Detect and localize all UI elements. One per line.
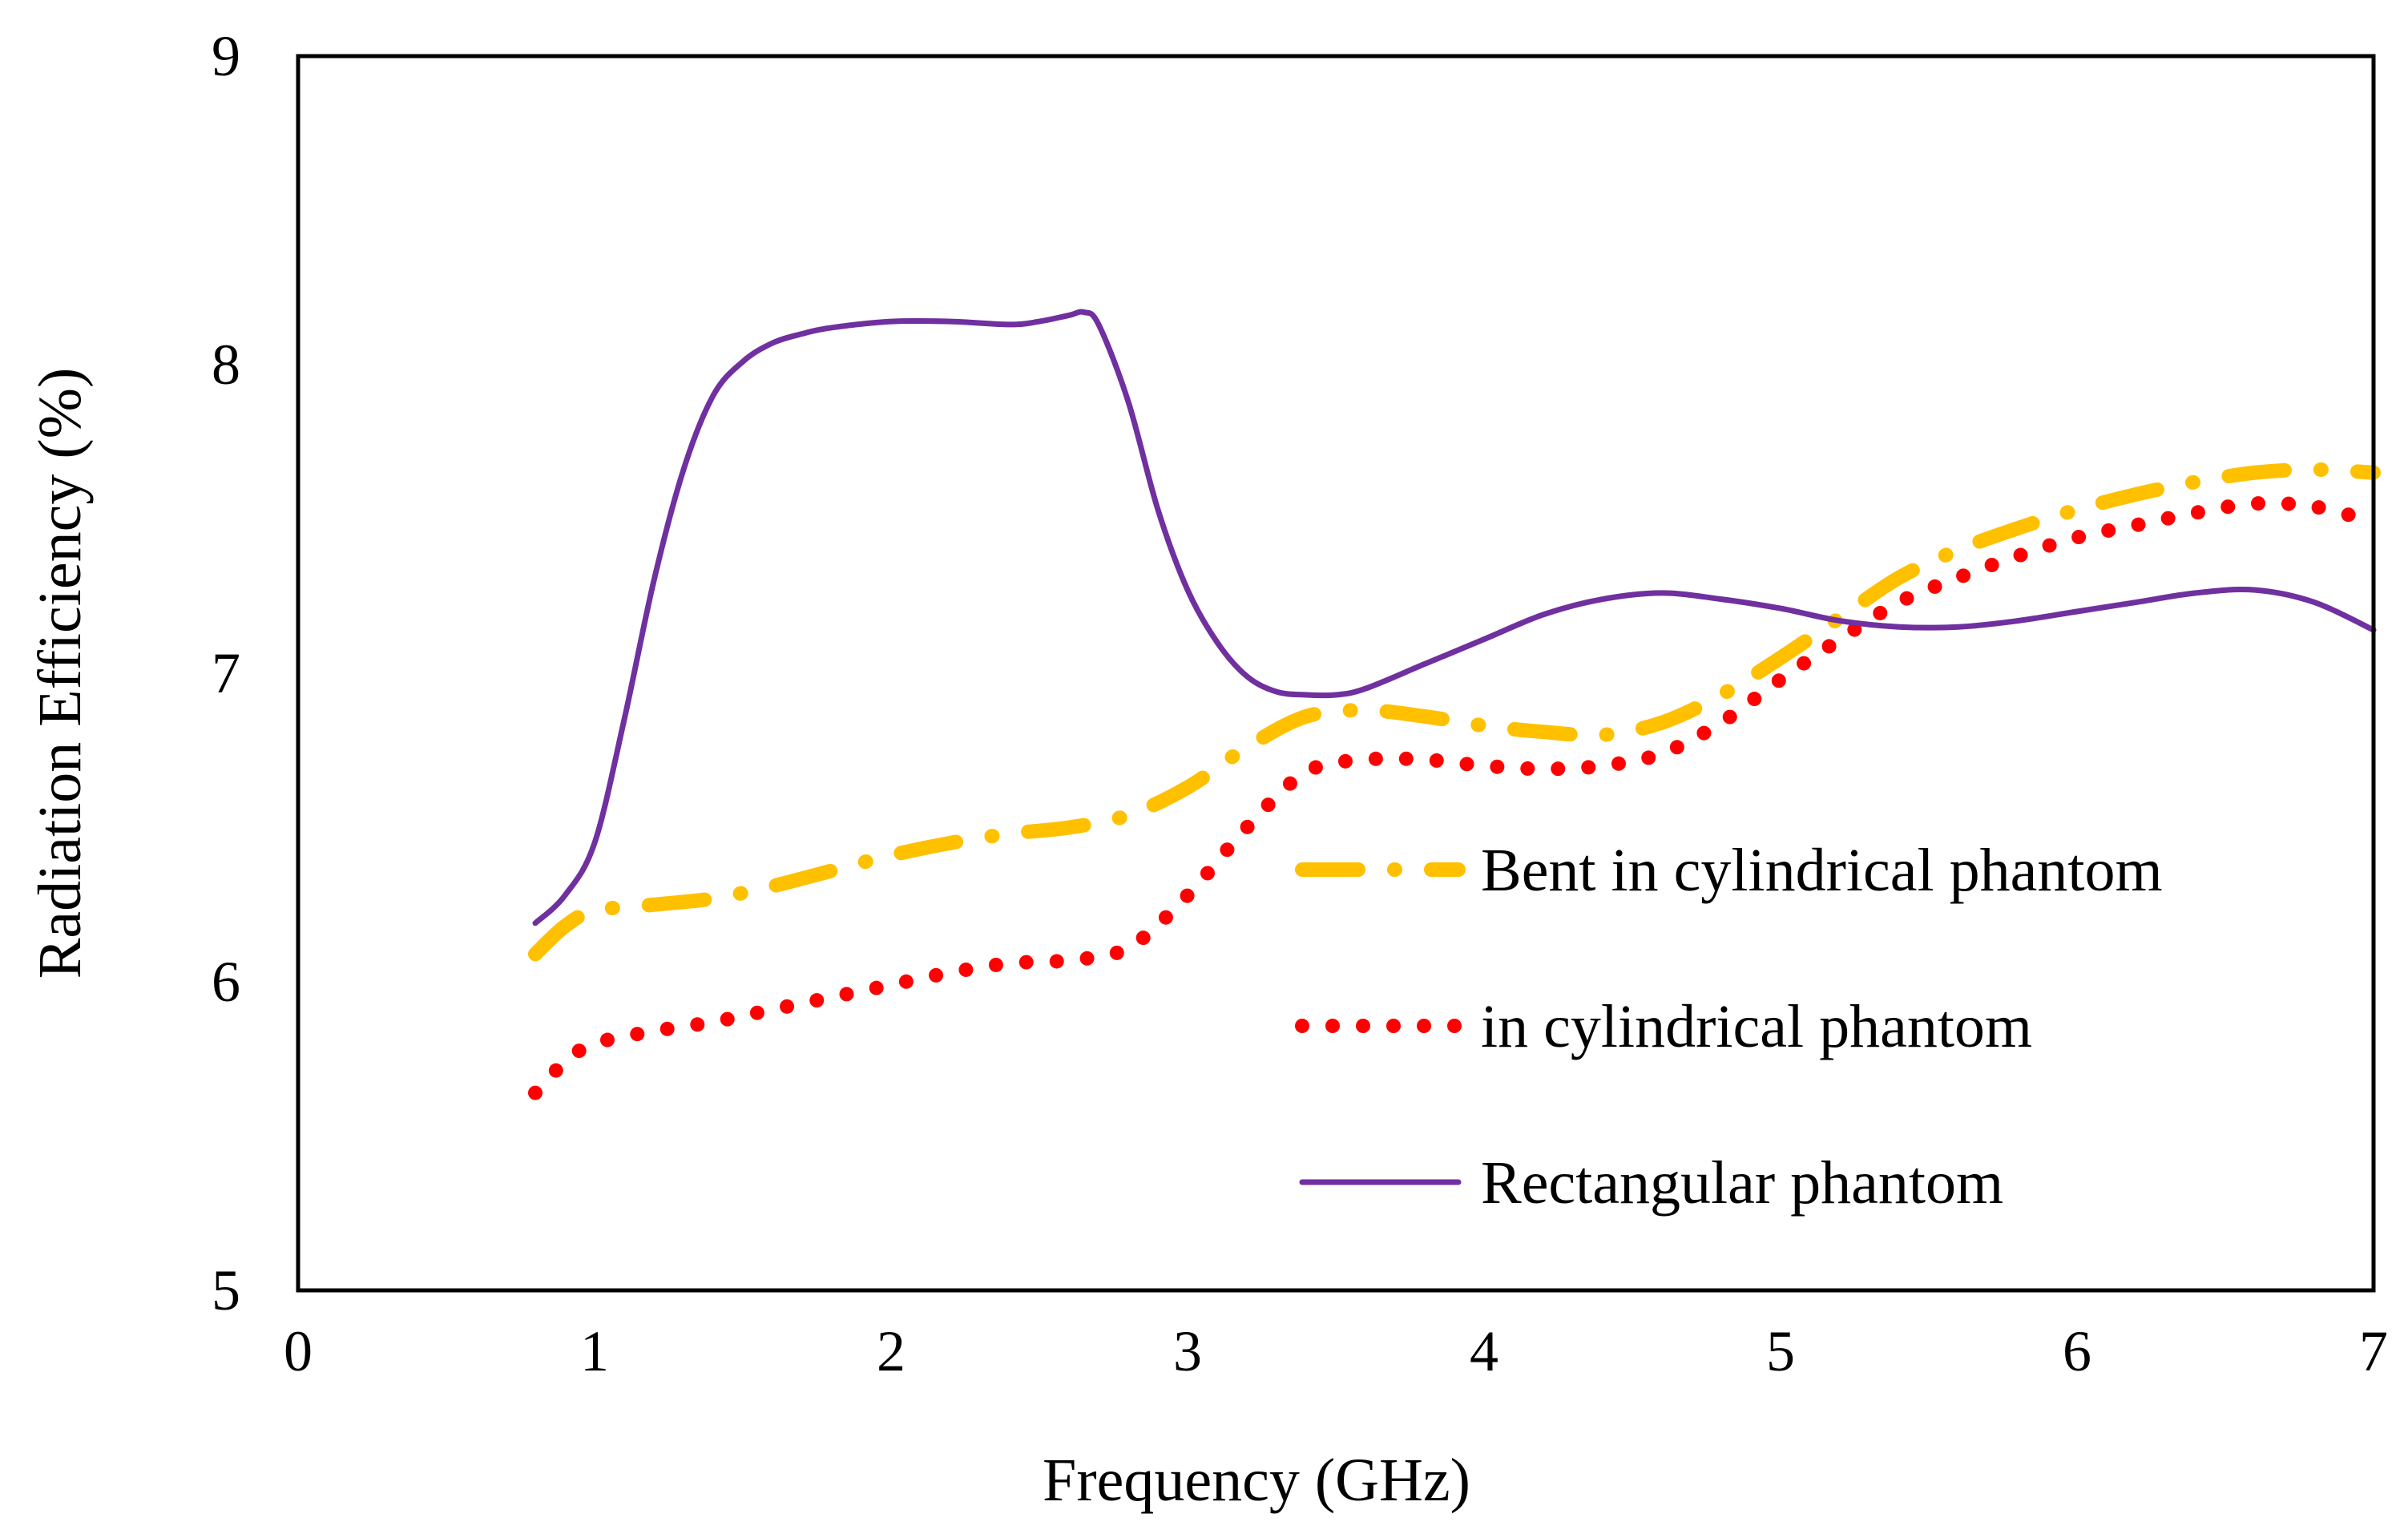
legend-label-2: in cylindrical phantom xyxy=(1481,993,2032,1060)
x-tick-label: 4 xyxy=(1470,1319,1498,1383)
x-tick-label: 7 xyxy=(2359,1319,2388,1383)
series-layer xyxy=(528,309,2381,1100)
y-tick-label: 6 xyxy=(212,950,240,1014)
x-tick-label: 3 xyxy=(1173,1319,1202,1383)
x-tick-label: 2 xyxy=(877,1319,906,1383)
y-axis-ticks: 5 6 7 8 9 xyxy=(212,24,240,1322)
x-tick-label: 0 xyxy=(284,1319,313,1383)
y-axis-title: Radiation Efficiency (%) xyxy=(26,368,94,979)
y-tick-label: 5 xyxy=(212,1258,240,1322)
series-line-3 xyxy=(532,309,2377,926)
legend: Bent in cylindrical phantom in cylindrica… xyxy=(1295,837,2163,1217)
legend-label-3: Rectangular phantom xyxy=(1481,1149,2003,1217)
x-tick-label: 6 xyxy=(2063,1319,2091,1383)
series-line-1 xyxy=(528,462,2381,962)
legend-label-1: Bent in cylindrical phantom xyxy=(1481,837,2163,904)
x-tick-label: 1 xyxy=(580,1319,609,1383)
x-tick-label: 5 xyxy=(1766,1319,1795,1383)
y-tick-label: 9 xyxy=(212,24,240,88)
y-tick-label: 8 xyxy=(212,333,240,397)
series-line-2 xyxy=(528,495,2381,1100)
y-tick-label: 7 xyxy=(212,641,240,705)
plot-area-frame xyxy=(296,54,2376,1293)
x-axis-ticks: 0 1 2 3 4 5 6 7 xyxy=(284,1319,2388,1383)
x-axis-title: Frequency (GHz) xyxy=(1043,1447,1470,1514)
